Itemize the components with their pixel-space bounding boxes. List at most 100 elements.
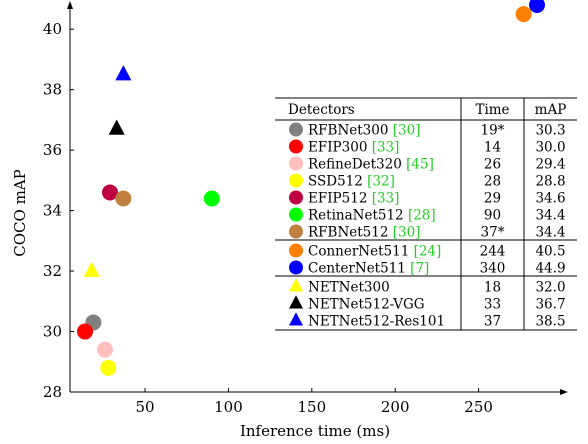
x-tick-label: 100 [214,398,243,416]
table-cell-detector: RFBNet300 [30] [308,123,420,139]
citation: [7] [410,261,429,277]
ticks: 50 100 150 200 250 28 30 32 34 36 38 40 [43,20,493,416]
table-header: Time [475,102,509,118]
table-cell-time: 244 [480,244,506,260]
table-cell-detector: CenterNet511 [7] [308,261,429,277]
legend-marker [289,139,303,154]
table-cell-time: 19* [481,123,505,139]
x-tick-label: 150 [298,398,327,416]
table-cell-detector: NETNet512-VGG [308,297,425,313]
table-cell-time: 340 [480,261,506,277]
detector-table: Detectors Time mAP RFBNet300 [30] 19* 30.3 EFI… [275,97,577,380]
citation: [32] [367,174,395,190]
table-cell-detector: EFIP300 [33] [308,140,399,156]
legend-marker [289,243,303,258]
legend-marker [289,156,303,171]
table-cell-time: 90 [484,208,501,224]
legend-marker [289,122,303,137]
data-point [102,184,119,201]
legend-marker [289,312,303,326]
x-tick-label: 200 [381,398,410,416]
table-cell-detector: NETNet300 [308,280,390,296]
legend-marker [289,190,303,205]
table-cell-map: 40.5 [535,244,565,260]
table-cell-map: 34.6 [535,191,565,207]
table-cell-time: 14 [484,140,501,156]
table-cell-map: 30.3 [535,123,565,139]
detector-name: NETNet512-VGG [308,297,425,313]
x-tick-label: 50 [136,398,155,416]
legend-marker [289,260,303,275]
detector-name: CenterNet511 [308,261,410,277]
table-cell-time: 37* [481,225,505,241]
y-axis-arrow [67,1,73,9]
legend-marker [289,224,303,239]
table-cell-time: 33 [484,297,501,313]
y-tick-label: 36 [43,141,62,159]
table-header: Detectors [288,102,355,118]
axes [67,1,568,395]
citation: [45] [406,157,434,173]
citation: [28] [408,208,436,224]
data-point [515,6,532,23]
detector-name: RFBNet512 [308,225,393,241]
data-point-triangle [115,65,132,81]
legend-marker [289,295,303,309]
table-cell-time: 26 [484,157,501,173]
y-tick-label: 32 [43,262,62,280]
x-axis-label: Inference time (ms) [240,422,390,440]
legend-marker [289,278,303,292]
table-cell-detector: RefineDet320 [45] [308,157,434,173]
table-cell-time: 37 [484,314,501,330]
y-tick-label: 30 [43,323,62,341]
table-cell-map: 36.7 [535,297,565,313]
y-axis-label: COCO mAP [11,169,29,256]
table-cell-map: 32.0 [535,280,565,296]
citation: [33] [372,140,400,156]
detector-name: RetinaNet512 [308,208,408,224]
data-point [115,190,132,207]
detector-name: EFIP300 [308,140,372,156]
detector-name: RFBNet300 [308,123,393,139]
table-cell-map: 29.4 [535,157,565,173]
table-cell-detector: RFBNet512 [30] [308,225,420,241]
table-background [275,98,577,380]
table-cell-detector: SSD512 [32] [308,174,395,190]
citation: [24] [414,244,442,260]
citation: [30] [393,225,421,241]
citation: [33] [372,191,400,207]
table-cell-time: 29 [484,191,501,207]
data-point [528,0,545,13]
detector-name: SSD512 [308,174,367,190]
detector-name: RefineDet320 [308,157,406,173]
table-cell-map: 34.4 [535,225,565,241]
data-point [203,190,220,207]
x-tick-label: 250 [464,398,493,416]
table-cell-time: 28 [484,174,501,190]
table-cell-map: 30.0 [535,140,565,156]
table-header: mAP [535,102,567,118]
legend-marker [289,207,303,222]
data-points [77,0,545,376]
y-tick-label: 34 [43,202,62,220]
data-point [100,359,117,376]
data-point [97,341,114,358]
legend-marker [289,173,303,188]
x-axis-arrow [560,389,568,395]
data-point [77,323,94,340]
table-cell-time: 18 [484,280,501,296]
table-cell-detector: EFIP512 [33] [308,191,399,207]
detector-name: ConnerNet511 [308,244,414,260]
detector-name: EFIP512 [308,191,372,207]
table-cell-detector: NETNet512-Res101 [308,314,445,330]
table-cell-detector: ConnerNet511 [24] [308,244,441,260]
citation: [30] [393,123,421,139]
detector-name: NETNet300 [308,280,390,296]
y-tick-label: 38 [43,81,62,99]
y-tick-label: 28 [43,383,62,401]
detector-name: NETNet512-Res101 [308,314,445,330]
y-tick-label: 40 [43,20,62,38]
table-cell-detector: RetinaNet512 [28] [308,208,436,224]
table-cell-map: 34.4 [535,208,565,224]
